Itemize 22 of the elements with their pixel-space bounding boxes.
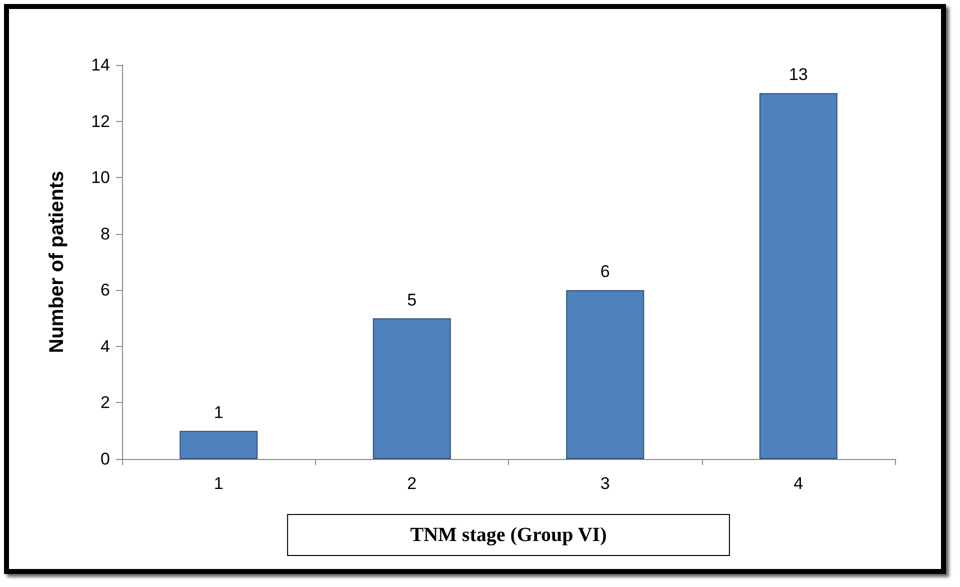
bar [566,290,644,459]
x-tick-label: 3 [600,474,610,493]
data-label: 6 [600,262,610,282]
y-tick-label: 14 [91,56,110,74]
x-tick-label: 2 [407,474,417,493]
y-tick-label: 12 [91,112,110,131]
x-tick-label: 4 [794,474,804,493]
y-tick-label: 4 [100,336,110,356]
data-label: 1 [214,402,224,422]
y-tick-label: 10 [91,168,110,188]
y-tick-label: 6 [100,280,110,300]
bar [759,93,838,459]
y-tick-label: 2 [100,393,110,412]
x-tick-label: 1 [214,474,224,493]
bar [180,430,258,459]
data-label: 13 [788,65,808,84]
bar [372,318,451,459]
y-axis-title: Number of patients [46,170,68,354]
x-axis-title: TNM stage (Group VI) [410,524,607,546]
data-label: 5 [407,290,417,310]
y-tick-label: 8 [100,224,110,244]
y-tick-label: 0 [100,450,110,468]
